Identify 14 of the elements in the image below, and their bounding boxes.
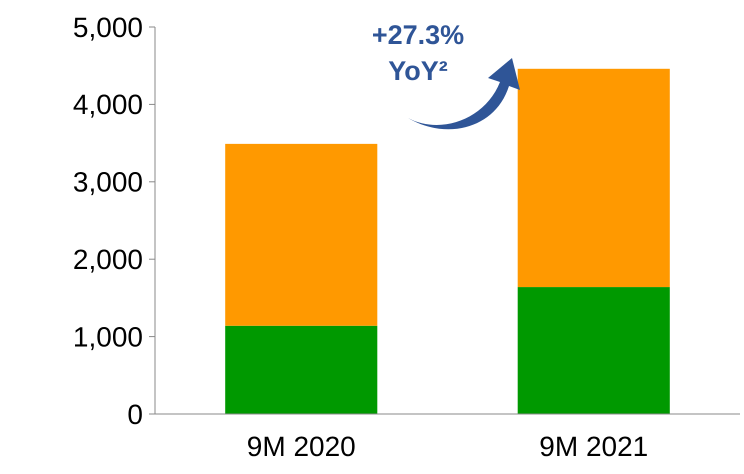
x-tick-label: 9M 2021 <box>539 431 648 462</box>
bar <box>518 287 670 414</box>
annotation: +27.3% <box>372 20 464 50</box>
y-tick-label: 5,000 <box>72 12 143 43</box>
y-tick-label: 0 <box>127 398 143 430</box>
bar <box>225 144 378 326</box>
bar <box>225 326 378 414</box>
y-tick-label: 1,000 <box>72 321 143 352</box>
y-tick-label: 4,000 <box>72 89 143 120</box>
annotation: YoY² <box>388 56 448 86</box>
bar <box>518 68 670 288</box>
x-tick-label: 9M 2020 <box>246 431 356 462</box>
y-tick-label: 2,000 <box>72 244 143 275</box>
y-tick-label: 3,000 <box>72 166 143 198</box>
